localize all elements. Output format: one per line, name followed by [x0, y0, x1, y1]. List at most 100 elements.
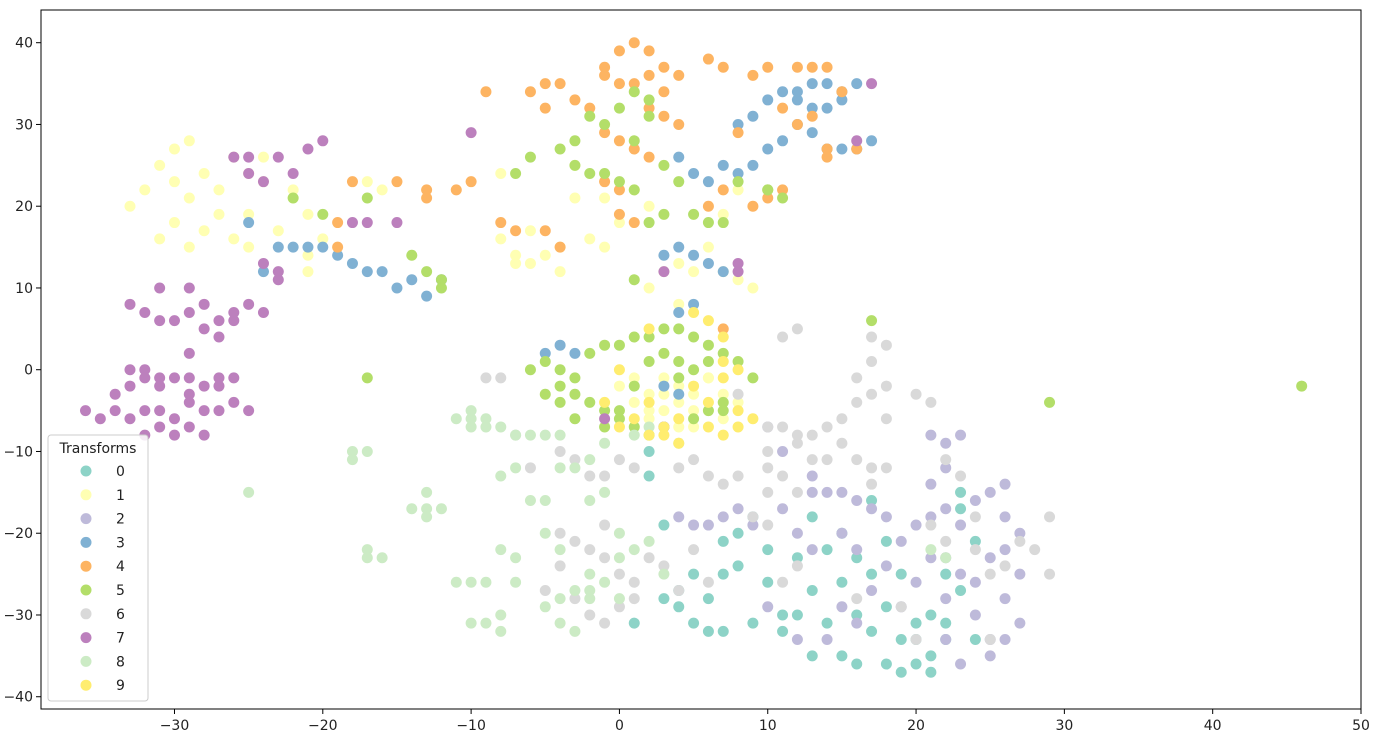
scatter-point	[1014, 617, 1026, 629]
scatter-point	[168, 372, 180, 384]
scatter-point	[228, 396, 240, 408]
scatter-point	[613, 593, 625, 605]
scatter-point	[1029, 544, 1041, 556]
scatter-point	[717, 372, 729, 384]
scatter-point	[554, 78, 566, 90]
scatter-point	[1296, 380, 1308, 392]
scatter-point	[732, 560, 744, 572]
scatter-point	[673, 413, 685, 425]
scatter-point	[717, 413, 729, 425]
scatter-point	[317, 135, 329, 147]
scatter-point	[228, 315, 240, 327]
scatter-point	[554, 241, 566, 253]
scatter-point	[584, 470, 596, 482]
scatter-point	[658, 429, 670, 441]
scatter-point	[880, 560, 892, 572]
scatter-point	[925, 478, 937, 490]
scatter-point	[717, 429, 729, 441]
scatter-point	[495, 544, 507, 556]
scatter-point	[777, 102, 789, 114]
scatter-point	[673, 584, 685, 596]
legend-marker	[80, 536, 92, 548]
legend-label: 0	[116, 464, 125, 480]
scatter-point	[480, 86, 492, 98]
scatter-point	[866, 388, 878, 400]
scatter-point	[777, 86, 789, 98]
scatter-point	[139, 372, 151, 384]
scatter-point	[984, 568, 996, 580]
scatter-point	[613, 339, 625, 351]
scatter-point	[302, 249, 314, 261]
y-tick-label: 0	[24, 363, 33, 379]
scatter-point	[554, 339, 566, 351]
scatter-point	[851, 552, 863, 564]
scatter-point	[569, 347, 581, 359]
scatter-point	[762, 601, 774, 613]
scatter-point	[806, 454, 818, 466]
x-tick-label: 0	[615, 718, 624, 734]
scatter-point	[584, 233, 596, 245]
scatter-point	[317, 241, 329, 253]
scatter-point	[806, 511, 818, 523]
scatter-point	[658, 347, 670, 359]
scatter-point	[643, 282, 655, 294]
scatter-point	[717, 323, 729, 335]
scatter-point	[332, 241, 344, 253]
scatter-point	[613, 45, 625, 57]
scatter-point	[554, 396, 566, 408]
legend-marker	[80, 489, 92, 501]
scatter-point	[673, 118, 685, 130]
scatter-point	[717, 184, 729, 196]
scatter-point	[658, 560, 670, 572]
scatter-point	[539, 225, 551, 237]
scatter-point	[139, 184, 151, 196]
scatter-point	[688, 454, 700, 466]
scatter-point	[213, 331, 225, 343]
scatter-point	[643, 102, 655, 114]
scatter-point	[880, 511, 892, 523]
scatter-point	[243, 298, 255, 310]
scatter-point	[243, 486, 255, 498]
scatter-point	[599, 617, 611, 629]
scatter-point	[332, 217, 344, 229]
scatter-point	[688, 266, 700, 278]
scatter-point	[569, 593, 581, 605]
scatter-point	[599, 552, 611, 564]
x-tick-label: 20	[907, 718, 925, 734]
legend-label: 7	[116, 631, 125, 647]
scatter-point	[762, 544, 774, 556]
scatter-point	[688, 544, 700, 556]
scatter-point	[495, 625, 507, 637]
scatter-point	[762, 421, 774, 433]
scatter-point	[421, 486, 433, 498]
scatter-point	[925, 396, 937, 408]
scatter-point	[777, 421, 789, 433]
scatter-point	[643, 413, 655, 425]
scatter-point	[643, 421, 655, 433]
scatter-point	[183, 372, 195, 384]
scatter-point	[599, 168, 611, 180]
scatter-point	[584, 168, 596, 180]
scatter-point	[702, 339, 714, 351]
scatter-point	[866, 503, 878, 515]
scatter-point	[702, 625, 714, 637]
scatter-point	[243, 208, 255, 220]
scatter-point	[346, 445, 358, 457]
scatter-point	[866, 315, 878, 327]
scatter-point	[435, 274, 447, 286]
scatter-point	[628, 462, 640, 474]
scatter-point	[599, 127, 611, 139]
scatter-point	[599, 241, 611, 253]
scatter-point	[243, 217, 255, 229]
scatter-point	[643, 396, 655, 408]
scatter-point	[806, 78, 818, 90]
scatter-point	[213, 405, 225, 417]
scatter-point	[910, 519, 922, 531]
scatter-point	[866, 478, 878, 490]
y-tick-label: 20	[15, 199, 33, 215]
scatter-point	[376, 552, 388, 564]
scatter-point	[851, 372, 863, 384]
scatter-point	[613, 176, 625, 188]
scatter-point	[599, 405, 611, 417]
scatter-point	[732, 127, 744, 139]
